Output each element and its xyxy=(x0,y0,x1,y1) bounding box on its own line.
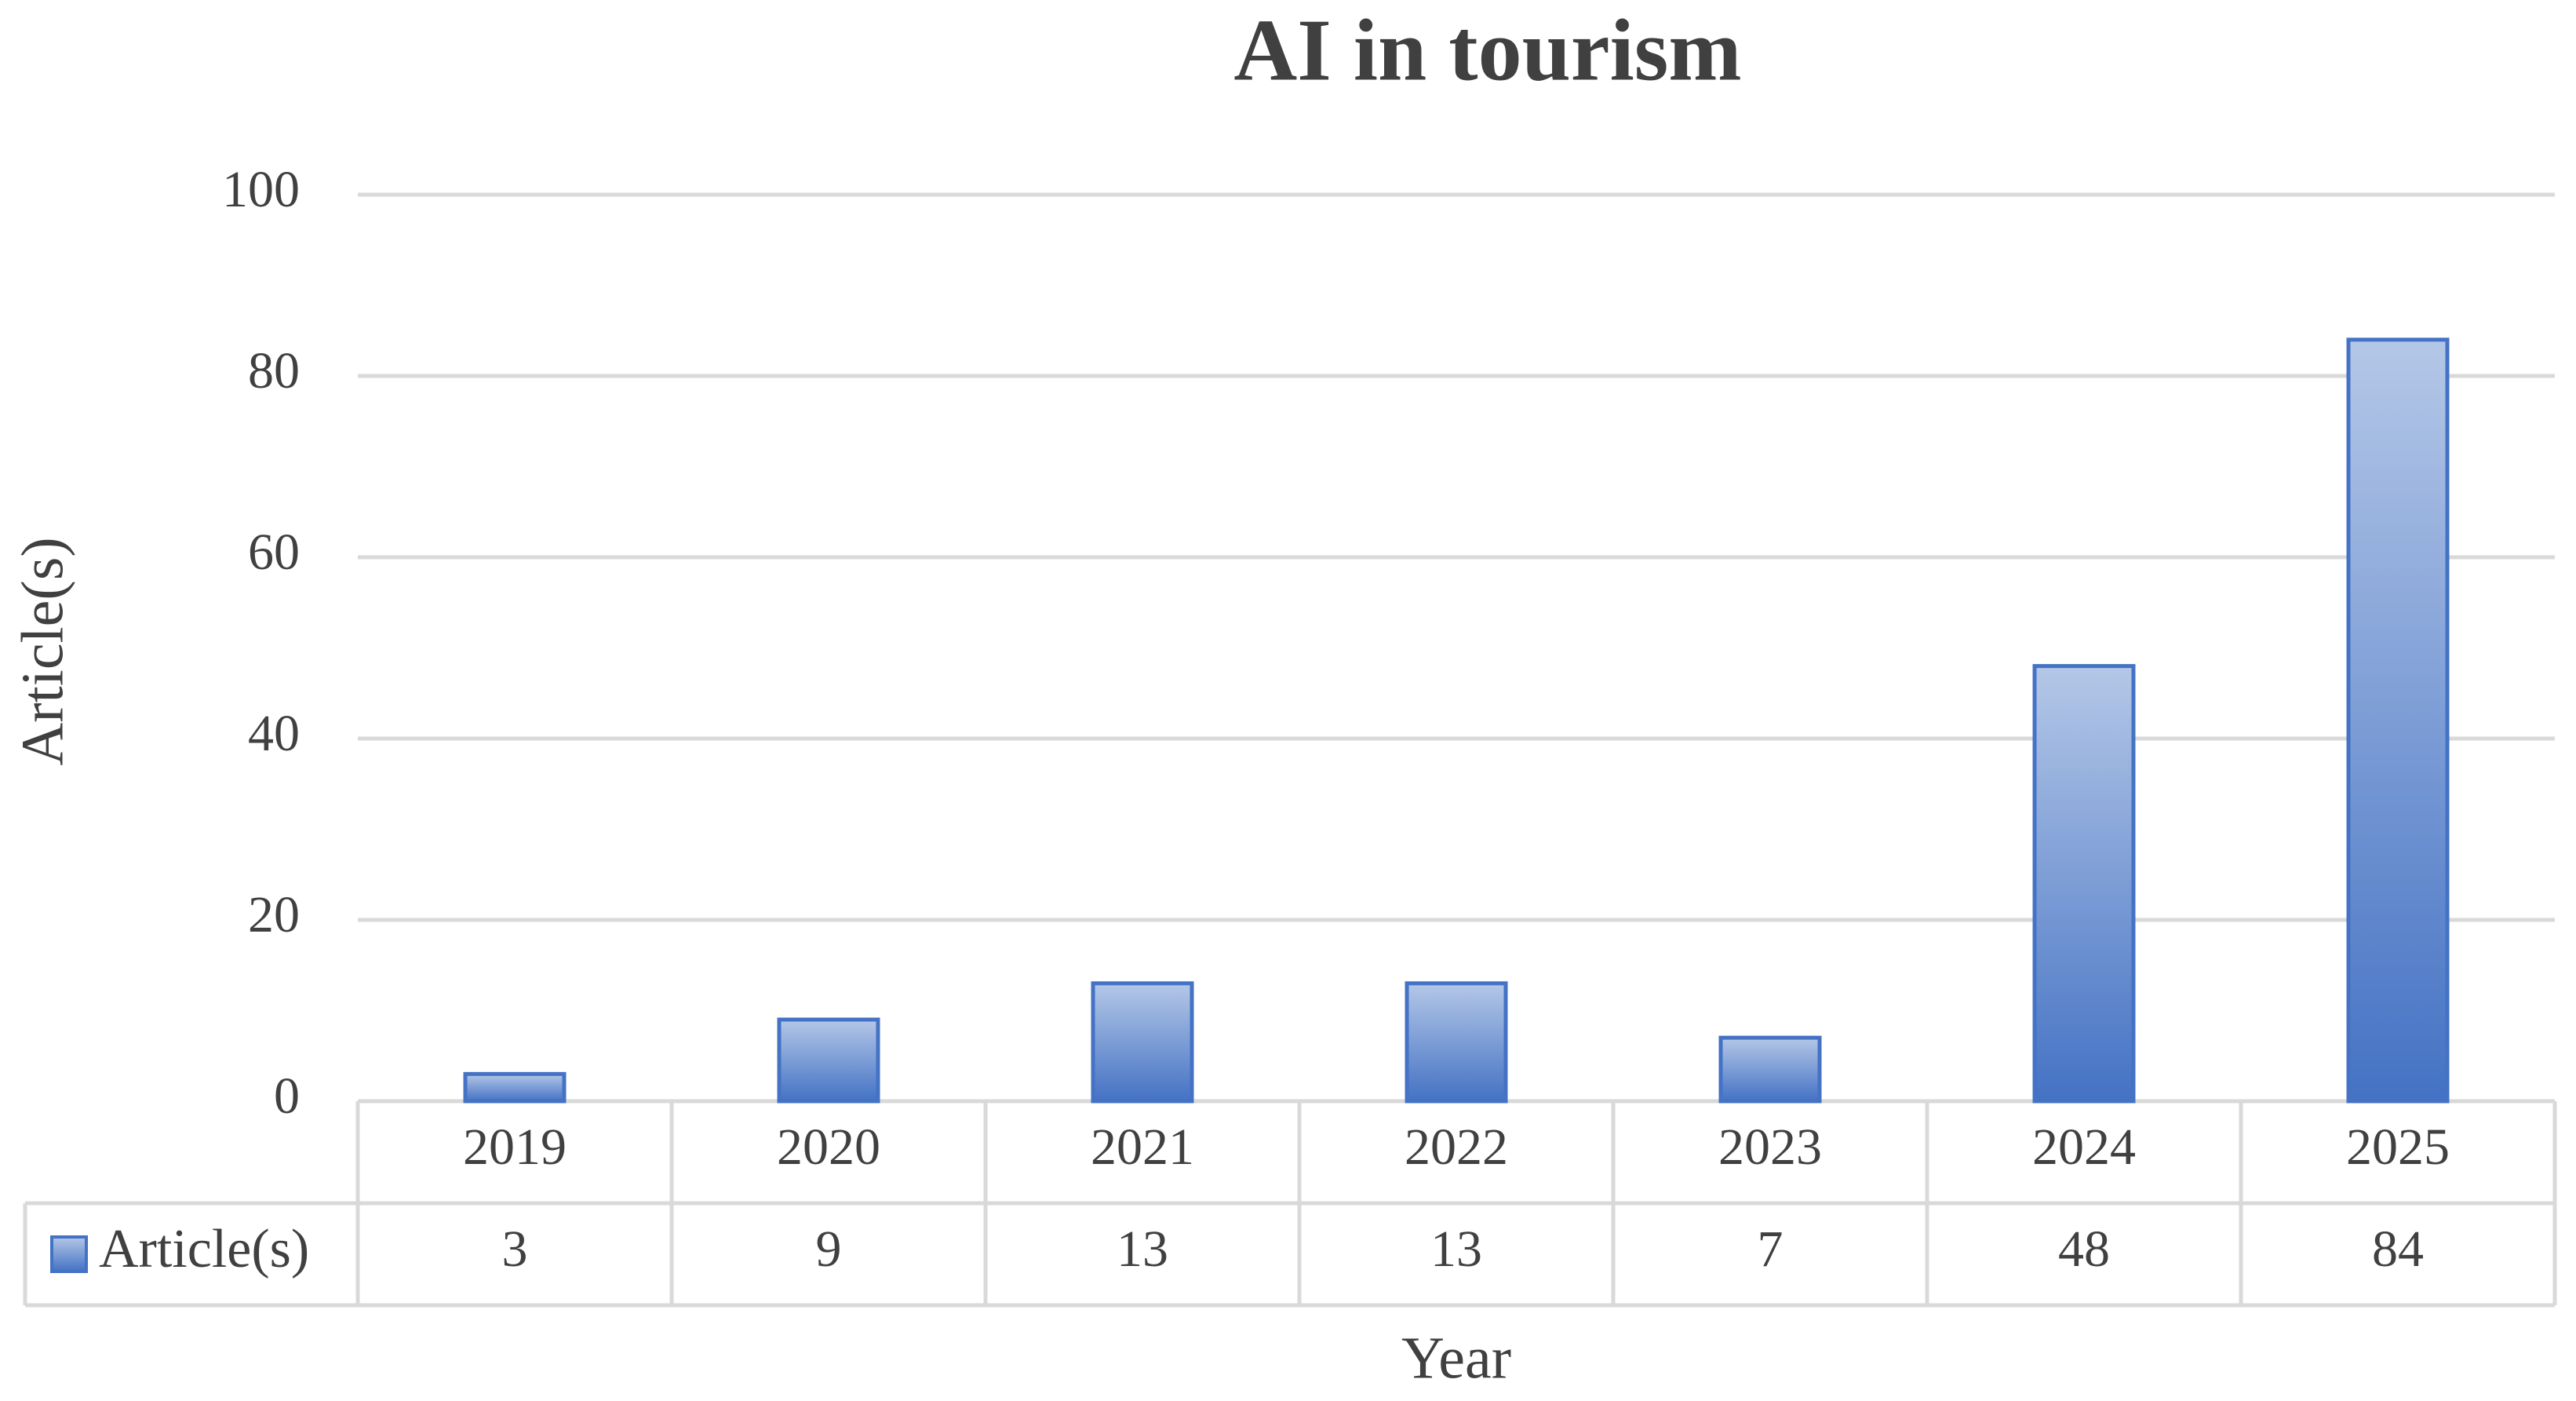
y-tick-label: 80 xyxy=(248,342,300,400)
bar xyxy=(777,1017,880,1104)
x-tick-label: 2024 xyxy=(2032,1118,2136,1176)
bar xyxy=(1091,981,1194,1104)
x-tick-label: 2019 xyxy=(463,1118,567,1176)
table-value: 9 xyxy=(816,1220,842,1278)
bar xyxy=(2032,664,2136,1104)
table-value: 7 xyxy=(1758,1220,1784,1278)
bar xyxy=(2346,337,2450,1104)
bar xyxy=(1405,981,1508,1104)
y-tick-label: 100 xyxy=(222,161,300,218)
legend-swatch xyxy=(50,1235,88,1273)
table-value: 84 xyxy=(2372,1220,2424,1278)
chart-title: AI in tourism xyxy=(1233,2,1741,100)
y-tick-label: 0 xyxy=(274,1067,300,1125)
table-value: 48 xyxy=(2058,1220,2110,1278)
y-tick-label: 40 xyxy=(248,705,300,762)
x-tick-label: 2020 xyxy=(777,1118,880,1176)
x-tick-label: 2023 xyxy=(1718,1118,1822,1176)
y-axis-label: Article(s) xyxy=(9,537,75,765)
table-value: 13 xyxy=(1430,1220,1482,1278)
x-tick-label: 2025 xyxy=(2346,1118,2450,1176)
x-tick-label: 2021 xyxy=(1091,1118,1194,1176)
bar xyxy=(463,1071,567,1104)
y-tick-label: 60 xyxy=(248,524,300,581)
table-value: 13 xyxy=(1117,1220,1168,1278)
x-tick-label: 2022 xyxy=(1405,1118,1508,1176)
table-value: 3 xyxy=(502,1220,528,1278)
x-axis-label: Year xyxy=(1401,1325,1511,1391)
bar xyxy=(1718,1035,1822,1104)
y-tick-label: 20 xyxy=(248,886,300,943)
legend-label: Article(s) xyxy=(99,1219,309,1279)
